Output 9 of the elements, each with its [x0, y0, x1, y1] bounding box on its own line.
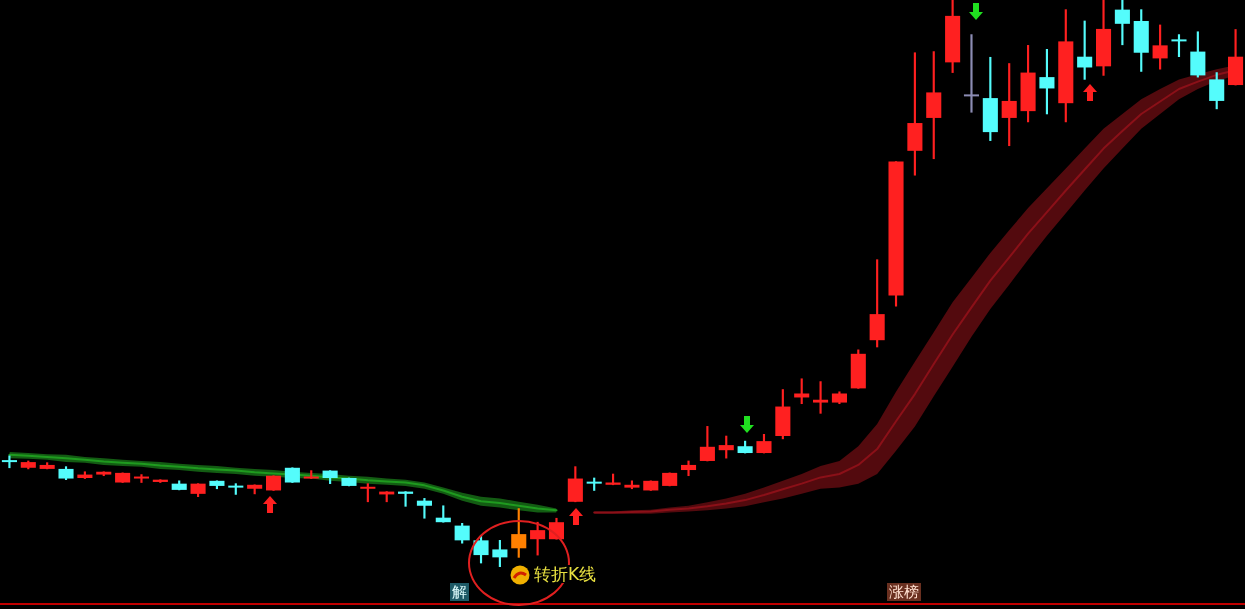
- text: 涨榜: [887, 583, 921, 601]
- annotation: 转折K线: [532, 564, 599, 584]
- text: 解: [450, 583, 469, 601]
- candlestick: [1, 455, 17, 469]
- candlestick: [416, 498, 432, 519]
- candlestick: [813, 381, 829, 414]
- candlestick: [133, 474, 150, 483]
- candlestick: [963, 34, 980, 113]
- candlestick: [680, 460, 697, 477]
